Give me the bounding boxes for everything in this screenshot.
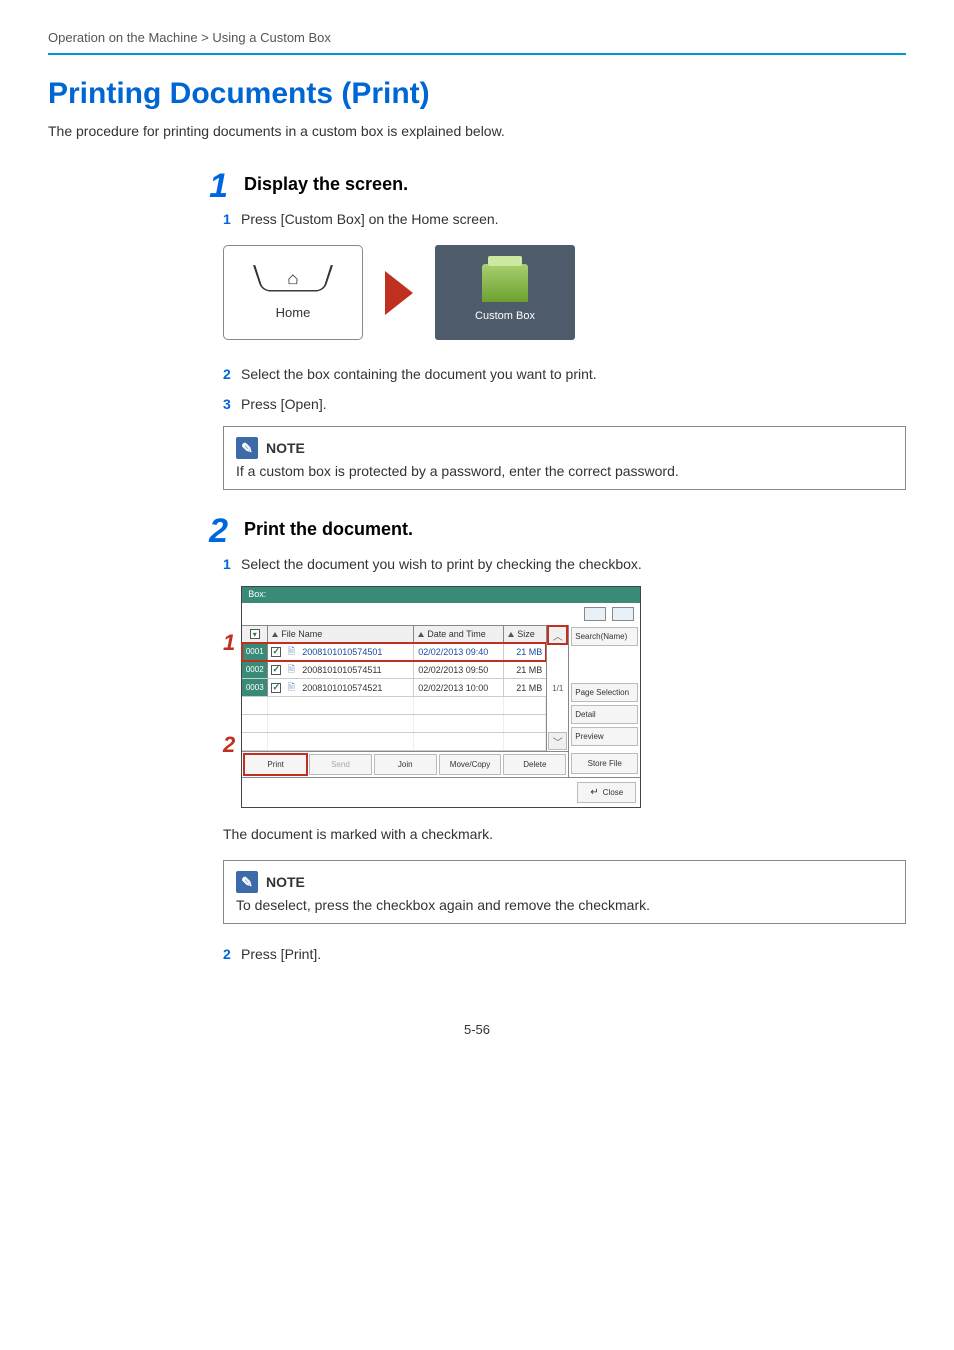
- join-button[interactable]: Join: [374, 754, 437, 775]
- file-icon: 🗎: [284, 661, 298, 678]
- delete-button[interactable]: Delete: [503, 754, 566, 775]
- note-box-2: ✎ NOTE To deselect, press the checkbox a…: [223, 860, 906, 924]
- row-checkbox[interactable]: ✓: [268, 643, 284, 660]
- file-icon: 🗎: [284, 679, 298, 696]
- scroll-down-button[interactable]: ﹀: [548, 732, 567, 750]
- table-row[interactable]: 0002 ✓ 🗎 2008101010574511 02/02/2013 09:…: [242, 661, 546, 679]
- store-file-button[interactable]: Store File: [571, 753, 638, 774]
- callout-1: 1: [223, 630, 235, 656]
- header-filename[interactable]: File Name: [268, 626, 414, 642]
- step1-title: Display the screen.: [244, 169, 408, 195]
- panel-title: Box:: [242, 587, 640, 603]
- row-checkbox[interactable]: ✓: [268, 661, 284, 678]
- step2-sub2-num: 2: [223, 946, 241, 962]
- note-icon: ✎: [236, 871, 258, 893]
- header-date[interactable]: Date and Time: [414, 626, 504, 642]
- note-heading: NOTE: [266, 874, 305, 890]
- page-number: 5-56: [48, 1022, 906, 1037]
- page-indicator: 1/1: [547, 645, 568, 731]
- row-size: 21 MB: [504, 661, 546, 678]
- custombox-label: Custom Box: [475, 310, 535, 322]
- file-list-panel: Box: ▾ File Name Date and Time Size: [241, 586, 641, 808]
- send-button: Send: [309, 754, 372, 775]
- arrow-right-icon: [385, 271, 413, 315]
- breadcrumb: Operation on the Machine > Using a Custo…: [48, 30, 906, 55]
- detail-button[interactable]: Detail: [571, 705, 638, 724]
- step1-sub1-text: Press [Custom Box] on the Home screen.: [241, 211, 499, 227]
- callout-2: 2: [223, 732, 235, 758]
- row-filename: 2008101010574511: [298, 661, 414, 678]
- custombox-icon: [482, 264, 528, 302]
- table-row-empty: [242, 697, 546, 715]
- step2-sub1-text: Select the document you wish to print by…: [241, 556, 642, 572]
- row-size: 21 MB: [504, 643, 546, 660]
- intro-text: The procedure for printing documents in …: [48, 123, 906, 139]
- note-icon: ✎: [236, 437, 258, 459]
- note-heading: NOTE: [266, 440, 305, 456]
- row-filename: 2008101010574501: [298, 643, 414, 660]
- home-label: Home: [276, 305, 311, 320]
- scroll-up-button[interactable]: ︿: [548, 626, 567, 644]
- step1-sub1-num: 1: [223, 211, 241, 227]
- step1-sub2-num: 2: [223, 366, 241, 382]
- note-body: If a custom box is protected by a passwo…: [236, 463, 893, 479]
- step2-title: Print the document.: [244, 514, 413, 540]
- row-filename: 2008101010574521: [298, 679, 414, 696]
- step1-number: 1: [188, 169, 228, 203]
- page-selection-button[interactable]: Page Selection: [571, 683, 638, 702]
- table-row-empty: [242, 733, 546, 751]
- table-header: ▾ File Name Date and Time Size: [242, 625, 546, 643]
- checkmark-text: The document is marked with a checkmark.: [223, 826, 906, 842]
- nav-graphic: ⌂ Home Custom Box: [223, 245, 906, 340]
- step1-sub3-text: Press [Open].: [241, 396, 327, 412]
- close-button[interactable]: ↵ Close: [577, 782, 636, 803]
- view-list-icon[interactable]: [584, 607, 606, 621]
- movecopy-button[interactable]: Move/Copy: [439, 754, 502, 775]
- row-size: 21 MB: [504, 679, 546, 696]
- row-date: 02/02/2013 09:50: [414, 661, 504, 678]
- table-row[interactable]: 0001 ✓ 🗎 2008101010574501 02/02/2013 09:…: [242, 643, 546, 661]
- step1-sub3-num: 3: [223, 396, 241, 412]
- step2-sub1-num: 1: [223, 556, 241, 572]
- page-title: Printing Documents (Print): [48, 77, 906, 111]
- step2-sub2-text: Press [Print].: [241, 946, 321, 962]
- home-icon: ⌂: [286, 268, 300, 288]
- step1-sub2-text: Select the box containing the document y…: [241, 366, 597, 382]
- custombox-tile[interactable]: Custom Box: [435, 245, 575, 340]
- note-body: To deselect, press the checkbox again an…: [236, 897, 893, 913]
- row-checkbox[interactable]: ✓: [268, 679, 284, 696]
- row-date: 02/02/2013 09:40: [414, 643, 504, 660]
- return-icon: ↵: [590, 787, 598, 798]
- preview-button[interactable]: Preview: [571, 727, 638, 746]
- print-button[interactable]: Print: [244, 754, 307, 775]
- view-grid-icon[interactable]: [612, 607, 634, 621]
- table-row-empty: [242, 715, 546, 733]
- step2-number: 2: [188, 514, 228, 548]
- header-checkbox[interactable]: ▾: [242, 626, 268, 642]
- note-box-1: ✎ NOTE If a custom box is protected by a…: [223, 426, 906, 490]
- file-icon: 🗎: [284, 643, 298, 660]
- header-size[interactable]: Size: [504, 626, 546, 642]
- row-date: 02/02/2013 10:00: [414, 679, 504, 696]
- search-name-button[interactable]: Search(Name): [571, 627, 638, 646]
- table-row[interactable]: 0003 ✓ 🗎 2008101010574521 02/02/2013 10:…: [242, 679, 546, 697]
- home-tile[interactable]: ⌂ Home: [223, 245, 363, 340]
